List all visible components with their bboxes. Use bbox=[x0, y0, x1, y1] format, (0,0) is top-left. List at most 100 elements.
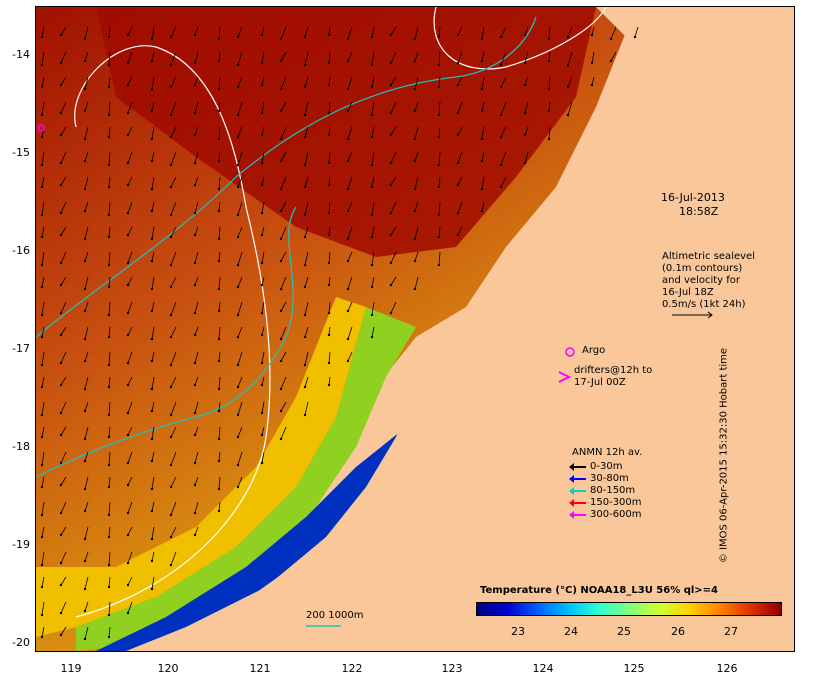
velocity-arrow bbox=[108, 551, 111, 566]
velocity-arrow bbox=[84, 276, 89, 290]
velocity-arrow bbox=[127, 426, 133, 436]
velocity-arrow-head bbox=[169, 413, 173, 417]
velocity-arrow-head bbox=[437, 135, 441, 139]
velocity-arrow bbox=[194, 426, 199, 436]
velocity-arrow bbox=[524, 76, 529, 86]
velocity-arrow bbox=[237, 26, 243, 38]
velocity-arrow bbox=[414, 76, 419, 90]
velocity-arrow-head bbox=[370, 163, 374, 167]
velocity-arrow-head bbox=[193, 161, 197, 165]
velocity-arrow-head bbox=[523, 33, 527, 37]
velocity-arrow bbox=[108, 201, 111, 216]
velocity-arrow bbox=[414, 26, 419, 40]
velocity-arrow bbox=[328, 176, 331, 186]
velocity-arrow bbox=[84, 526, 89, 540]
velocity-arrow-head bbox=[59, 483, 63, 487]
velocity-arrow bbox=[328, 51, 331, 64]
velocity-arrow bbox=[438, 201, 441, 216]
velocity-arrow-head bbox=[83, 187, 87, 191]
drifter-marker bbox=[558, 371, 572, 383]
velocity-arrow-head bbox=[279, 137, 283, 141]
velocity-arrow bbox=[328, 301, 331, 314]
velocity-arrow-head bbox=[59, 233, 63, 237]
velocity-arrow-head bbox=[169, 535, 173, 539]
velocity-arrow-head bbox=[217, 59, 221, 63]
velocity-arrow bbox=[84, 226, 89, 240]
velocity-arrow-head bbox=[83, 159, 87, 163]
velocity-arrow-head bbox=[59, 61, 63, 65]
velocity-arrow-head bbox=[437, 113, 441, 117]
drifters-label-1: drifters@12h to bbox=[574, 365, 653, 376]
velocity-arrow-head bbox=[217, 209, 221, 213]
velocity-arrow bbox=[194, 251, 199, 264]
velocity-arrow bbox=[280, 401, 287, 412]
velocity-arrow bbox=[280, 351, 287, 362]
velocity-arrow bbox=[108, 251, 111, 266]
isobath-1000m bbox=[74, 45, 271, 618]
velocity-arrow bbox=[108, 326, 111, 338]
velocity-arrow-head bbox=[437, 213, 441, 217]
velocity-arrow-head bbox=[303, 135, 307, 139]
velocity-arrow bbox=[328, 26, 331, 36]
velocity-arrow bbox=[237, 401, 243, 416]
velocity-arrow bbox=[60, 226, 67, 236]
velocity-arrow-head bbox=[236, 485, 240, 489]
velocity-arrow bbox=[218, 226, 221, 240]
velocity-arrow bbox=[261, 76, 265, 86]
velocity-arrow bbox=[60, 426, 67, 436]
velocity-arrow-head bbox=[169, 563, 173, 567]
velocity-arrow bbox=[390, 101, 397, 114]
velocity-arrow bbox=[170, 101, 177, 116]
velocity-arrow-head bbox=[83, 487, 87, 491]
velocity-arrow-head bbox=[236, 313, 240, 317]
velocity-arrow bbox=[127, 601, 133, 614]
velocity-arrow-head bbox=[279, 409, 283, 413]
velocity-arrow bbox=[218, 176, 221, 190]
velocity-arrow bbox=[280, 276, 287, 290]
velocity-arrow bbox=[390, 226, 397, 236]
velocity-arrow-head bbox=[59, 183, 63, 187]
velocity-arrow-head bbox=[437, 185, 441, 189]
velocity-arrow-head bbox=[193, 511, 197, 515]
velocity-arrow bbox=[347, 151, 353, 162]
velocity-arrow bbox=[261, 401, 265, 414]
x-tick: 126 bbox=[716, 662, 738, 675]
velocity-arrow-head bbox=[169, 35, 173, 39]
velocity-arrow-head bbox=[83, 609, 87, 613]
velocity-arrow-head bbox=[456, 61, 460, 65]
velocity-arrow bbox=[127, 401, 133, 414]
velocity-arrow-head bbox=[279, 209, 283, 213]
velocity-arrow-head bbox=[126, 483, 130, 487]
velocity-arrow bbox=[218, 401, 221, 412]
velocity-arrow-head bbox=[303, 335, 307, 339]
velocity-arrow-head bbox=[169, 135, 173, 139]
velocity-arrow-head bbox=[279, 287, 283, 291]
velocity-arrow-head bbox=[303, 35, 307, 39]
velocity-arrow bbox=[170, 126, 177, 138]
velocity-arrow-head bbox=[499, 135, 503, 139]
velocity-arrow-head bbox=[83, 337, 87, 341]
velocity-arrow-head bbox=[150, 109, 154, 113]
velocity-arrow-head bbox=[193, 283, 197, 287]
velocity-arrow bbox=[280, 201, 287, 212]
velocity-arrow bbox=[60, 601, 67, 614]
colorbar bbox=[476, 602, 782, 616]
velocity-arrow bbox=[347, 76, 353, 90]
velocity-arrow bbox=[481, 151, 485, 162]
velocity-arrow-head bbox=[236, 385, 240, 389]
velocity-arrow-head bbox=[236, 335, 240, 339]
velocity-arrow-head bbox=[217, 459, 221, 463]
y-tick: -15 bbox=[12, 146, 30, 159]
velocity-arrow-head bbox=[499, 185, 503, 189]
velocity-arrow-head bbox=[217, 387, 221, 391]
velocity-arrow bbox=[237, 476, 243, 488]
velocity-arrow-head bbox=[59, 311, 63, 315]
velocity-arrow-head bbox=[303, 363, 307, 367]
velocity-arrow bbox=[108, 601, 111, 616]
velocity-arrow bbox=[127, 551, 133, 564]
velocity-arrow-head bbox=[260, 211, 264, 215]
velocity-arrow-head bbox=[107, 613, 111, 617]
velocity-arrow-head bbox=[260, 333, 264, 337]
velocity-arrow-head bbox=[150, 537, 154, 541]
velocity-arrow bbox=[261, 376, 265, 386]
